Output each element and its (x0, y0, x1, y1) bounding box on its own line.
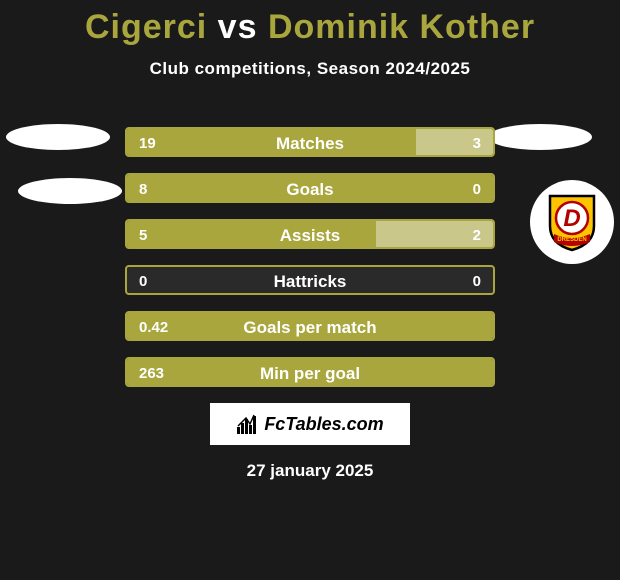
vs-separator: vs (218, 8, 258, 46)
stat-label: Hattricks (127, 267, 493, 295)
stat-row: 0.42Goals per match (125, 311, 495, 341)
stat-label: Goals per match (127, 313, 493, 341)
player2-avatar-top (488, 124, 592, 150)
attribution-text: FcTables.com (264, 414, 383, 435)
comparison-title: Cigerci vs Dominik Kother (0, 0, 620, 47)
player1-name: Cigerci (85, 8, 207, 46)
player2-name: Dominik Kother (268, 8, 535, 46)
stat-label: Matches (127, 129, 493, 157)
snapshot-date: 27 january 2025 (0, 461, 620, 481)
club-logo: D DRESDEN (530, 180, 614, 264)
player1-avatar-top (6, 124, 110, 150)
stat-row: 00Hattricks (125, 265, 495, 295)
stat-row: 52Assists (125, 219, 495, 249)
stat-label: Min per goal (127, 359, 493, 387)
stat-row: 263Min per goal (125, 357, 495, 387)
season-subtitle: Club competitions, Season 2024/2025 (0, 59, 620, 79)
svg-text:D: D (563, 205, 580, 232)
stat-label: Assists (127, 221, 493, 249)
stats-container: 193Matches 80Goals 52Assists 00Hattricks 0.4… (125, 127, 495, 387)
svg-text:DRESDEN: DRESDEN (557, 237, 586, 243)
stat-label: Goals (127, 175, 493, 203)
dynamo-dresden-logo: D DRESDEN (540, 190, 604, 254)
fctables-icon (236, 413, 258, 435)
attribution-badge: FcTables.com (210, 403, 410, 445)
player1-avatar-bottom (18, 178, 122, 204)
stat-row: 80Goals (125, 173, 495, 203)
stat-row: 193Matches (125, 127, 495, 157)
